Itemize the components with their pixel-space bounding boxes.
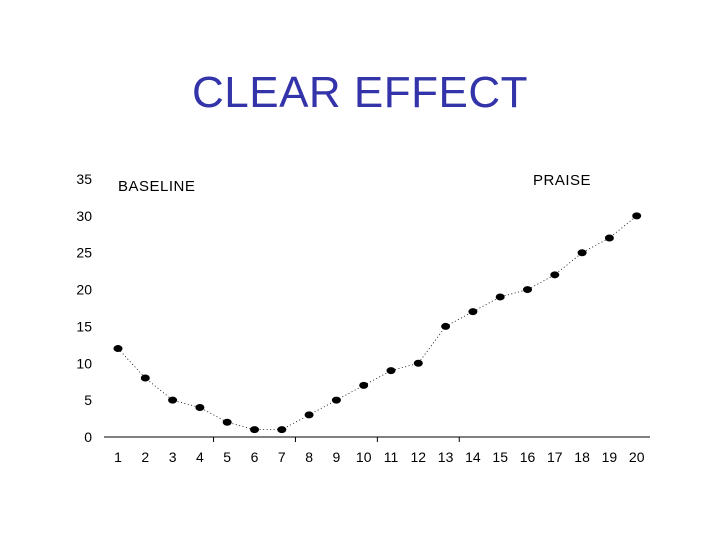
x-tick-label: 10 bbox=[356, 449, 372, 465]
phase-annotations: BASELINE PRAISE bbox=[118, 172, 591, 195]
x-tick-label: 6 bbox=[251, 449, 259, 465]
x-tick-label: 3 bbox=[169, 449, 177, 465]
x-tick-label: 15 bbox=[492, 449, 508, 465]
x-tick-label: 5 bbox=[223, 449, 231, 465]
x-tick-label: 14 bbox=[465, 449, 481, 465]
x-tick-labels: 1 2 3 4 5 6 7 8 9 10 11 12 13 14 15 16 17 18 19 20 bbox=[114, 449, 645, 465]
data-point bbox=[632, 212, 642, 220]
x-tick-label: 13 bbox=[438, 449, 454, 465]
connector-lines bbox=[117, 215, 637, 431]
y-tick-label: 20 bbox=[76, 282, 92, 298]
y-tick-label: 0 bbox=[84, 429, 92, 445]
x-tick-label: 4 bbox=[196, 449, 204, 465]
data-points bbox=[113, 212, 642, 434]
x-tick-label: 19 bbox=[602, 449, 618, 465]
data-point bbox=[277, 426, 287, 434]
series-connector bbox=[117, 215, 637, 431]
data-point bbox=[195, 404, 205, 412]
x-tick-label: 18 bbox=[574, 449, 590, 465]
data-point bbox=[413, 359, 423, 367]
data-point bbox=[523, 286, 532, 294]
data-point bbox=[140, 374, 150, 382]
x-tick-label: 17 bbox=[547, 449, 563, 465]
y-tick-label: 10 bbox=[76, 355, 92, 371]
x-tick-label: 20 bbox=[629, 449, 645, 465]
data-point bbox=[304, 411, 314, 419]
y-tick-label: 35 bbox=[76, 171, 92, 187]
data-point bbox=[468, 308, 478, 316]
y-tick-label: 25 bbox=[76, 245, 92, 261]
x-tick-label: 9 bbox=[333, 449, 341, 465]
chart-title: CLEAR EFFECT bbox=[191, 68, 529, 117]
data-point bbox=[604, 234, 614, 242]
x-tick-label: 8 bbox=[305, 449, 313, 465]
x-tick-label: 2 bbox=[141, 449, 149, 465]
data-point bbox=[495, 293, 505, 301]
data-point bbox=[113, 345, 123, 353]
x-tick-label: 12 bbox=[411, 449, 427, 465]
data-point bbox=[168, 396, 178, 404]
data-point bbox=[386, 367, 396, 375]
x-tick-label: 11 bbox=[384, 449, 399, 465]
data-point bbox=[331, 396, 341, 404]
x-tick-label: 1 bbox=[114, 449, 122, 465]
data-point bbox=[577, 249, 587, 257]
x-tick-label: 16 bbox=[520, 449, 536, 465]
data-point bbox=[550, 271, 560, 279]
axes bbox=[104, 436, 650, 442]
data-point bbox=[222, 418, 232, 426]
data-point bbox=[359, 381, 369, 389]
annotation-baseline: BASELINE bbox=[118, 178, 195, 195]
x-tick-label: 7 bbox=[278, 449, 286, 465]
y-tick-label: 5 bbox=[84, 392, 92, 408]
data-point bbox=[441, 322, 451, 330]
y-tick-label: 30 bbox=[76, 208, 92, 224]
y-tick-labels: 0 5 10 15 20 25 30 35 bbox=[76, 171, 92, 445]
data-point bbox=[250, 426, 259, 434]
annotation-praise: PRAISE bbox=[533, 172, 591, 189]
y-tick-label: 15 bbox=[76, 318, 92, 334]
